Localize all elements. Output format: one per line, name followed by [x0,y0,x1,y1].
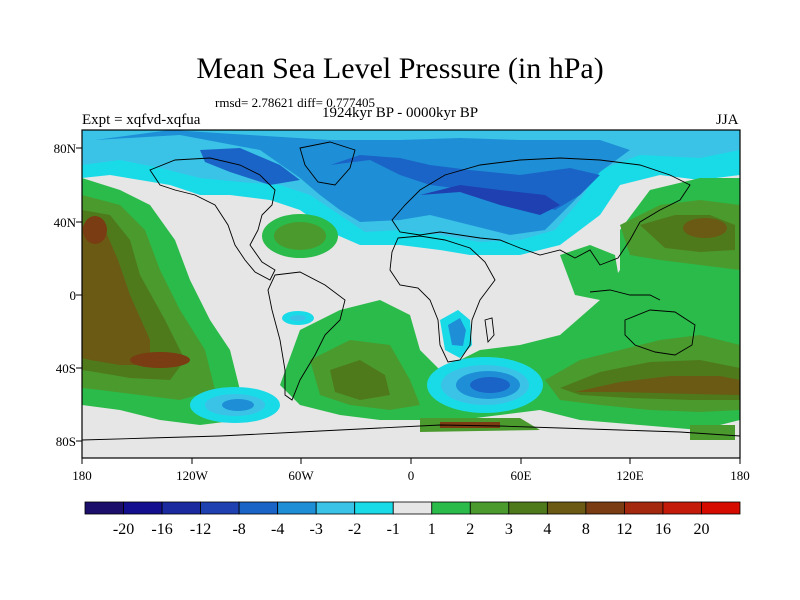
colorbar-swatch [662,501,702,515]
colorbar-label: -1 [387,521,400,538]
colorbar-swatch [200,501,240,515]
colorbar-label: 1 [428,521,436,538]
colorbar-swatch [392,501,433,515]
colorbar-label: 3 [505,521,513,538]
colorbar-label: -12 [190,521,211,538]
colorbar-swatch [431,501,471,515]
colorbar-swatch [546,501,587,515]
lat-tick-label: 80S [56,434,76,449]
lat-tick-label: 0 [70,288,77,303]
colorbar-label: -20 [113,521,134,538]
colorbar [84,501,741,515]
stats-label: rmsd= 2.78621 diff= 0.777405 [215,95,375,110]
experiment-label: Expt = xqfvd-xqfua [82,112,201,128]
colorbar-label: -3 [310,521,323,538]
colorbar-swatch [354,501,394,515]
colorbar-label: 4 [543,521,551,538]
latitude-labels: 80N 40N 0 40S 80S [54,141,77,449]
period-label: 1924kyr BP - 0000kyr BP [322,105,479,121]
lat-tick-label: 40N [54,215,77,230]
colorbar-label: -16 [151,521,172,538]
colorbar-label: -2 [348,521,361,538]
season-label: JJA [716,112,739,128]
colorbar-label: 16 [655,521,671,538]
colorbar-swatch [624,501,664,515]
colorbar-swatch [123,501,163,515]
colorbar-label: -4 [271,521,284,538]
colorbar-labels: -20 -16 -12 -8 -4 -3 -2 -1 1 2 3 4 8 12 16 20 [113,521,710,538]
tick-marks [76,147,741,464]
colorbar-swatch [277,501,317,515]
coastlines [82,141,740,441]
anomaly-field [82,130,740,458]
colorbar-swatch [238,501,279,515]
colorbar-label: -8 [232,521,245,538]
colorbar-label: 12 [616,521,632,538]
map-title: Mean Sea Level Pressure (in hPa) [196,52,604,85]
lon-tick-label: 120W [176,468,209,483]
colorbar-swatch [508,501,548,515]
lat-tick-label: 80N [54,141,77,156]
lon-tick-label: 120E [616,468,644,483]
colorbar-swatch [585,501,625,515]
lon-tick-label: 60W [288,468,314,483]
colorbar-swatch [84,501,124,515]
lon-tick-label: 0 [408,468,415,483]
colorbar-swatch [701,501,741,515]
colorbar-label: 20 [693,521,709,538]
lon-tick-label: 180 [730,468,750,483]
colorbar-swatch [315,501,356,515]
longitude-labels: 180 120W 60W 0 60E 120E 180 [72,468,750,483]
lon-tick-label: 60E [511,468,532,483]
colorbar-swatch [161,501,201,515]
lon-tick-label: 180 [72,468,92,483]
colorbar-swatch [469,501,510,515]
lat-tick-label: 40S [56,361,76,376]
colorbar-label: 2 [466,521,474,538]
colorbar-label: 8 [582,521,590,538]
